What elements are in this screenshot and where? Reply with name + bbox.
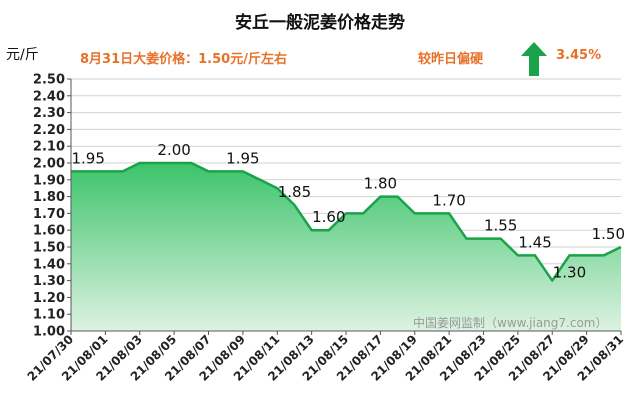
y-tick-label-1.30: 1.30 bbox=[33, 274, 65, 289]
data-label-21/08/14: 1.60 bbox=[312, 208, 345, 226]
data-label-21/08/09: 1.95 bbox=[226, 149, 259, 167]
y-tick-label-1.80: 1.80 bbox=[33, 190, 65, 205]
data-label-21/08/05: 2.00 bbox=[157, 141, 190, 159]
up-arrow-icon bbox=[521, 42, 547, 76]
price-summary: 8月31日大姜价格：1.50元/斤左右 bbox=[80, 52, 287, 67]
price-series-line bbox=[71, 161, 622, 282]
trend-text: 较昨日偏硬 bbox=[418, 52, 484, 67]
y-tick-label-1.20: 1.20 bbox=[33, 291, 65, 306]
up-arrow-shape bbox=[521, 42, 547, 76]
y-tick-label-2.20: 2.20 bbox=[33, 123, 65, 138]
watermark: 中国姜网监制（www.jiang7.com） bbox=[413, 316, 608, 330]
y-tick-label-2.30: 2.30 bbox=[33, 106, 65, 121]
data-label-21/08/12: 1.85 bbox=[278, 183, 311, 201]
y-tick-label-1.60: 1.60 bbox=[33, 224, 65, 239]
y-tick-label-2.50: 2.50 bbox=[33, 73, 65, 88]
data-label-21/08/28: 1.30 bbox=[553, 263, 586, 281]
data-label-21/08/31: 1.50 bbox=[592, 225, 625, 243]
price-area-fill bbox=[71, 163, 621, 331]
y-tick-label-2.40: 2.40 bbox=[33, 89, 65, 104]
data-label-21/07/31: 1.95 bbox=[71, 149, 104, 167]
y-tick-label-1.00: 1.00 bbox=[33, 325, 65, 340]
y-tick-label-2.00: 2.00 bbox=[33, 157, 65, 172]
data-label-21/08/21: 1.70 bbox=[432, 191, 465, 209]
y-tick-label-1.90: 1.90 bbox=[33, 173, 65, 188]
data-label-21/08/24: 1.55 bbox=[484, 217, 517, 235]
chart-title: 安丘一般泥姜价格走势 bbox=[235, 13, 405, 33]
y-axis-unit: 元/斤 bbox=[6, 47, 39, 63]
change-percent: 3.45% bbox=[556, 48, 602, 63]
data-label-21/08/26: 1.45 bbox=[518, 233, 551, 251]
y-tick-label-2.10: 2.10 bbox=[33, 140, 65, 155]
y-tick-label-1.70: 1.70 bbox=[33, 207, 65, 222]
y-tick-label-1.50: 1.50 bbox=[33, 241, 65, 256]
data-label-21/08/17: 1.80 bbox=[364, 175, 397, 193]
y-tick-label-1.10: 1.10 bbox=[33, 308, 65, 323]
y-tick-label-1.40: 1.40 bbox=[33, 257, 65, 272]
